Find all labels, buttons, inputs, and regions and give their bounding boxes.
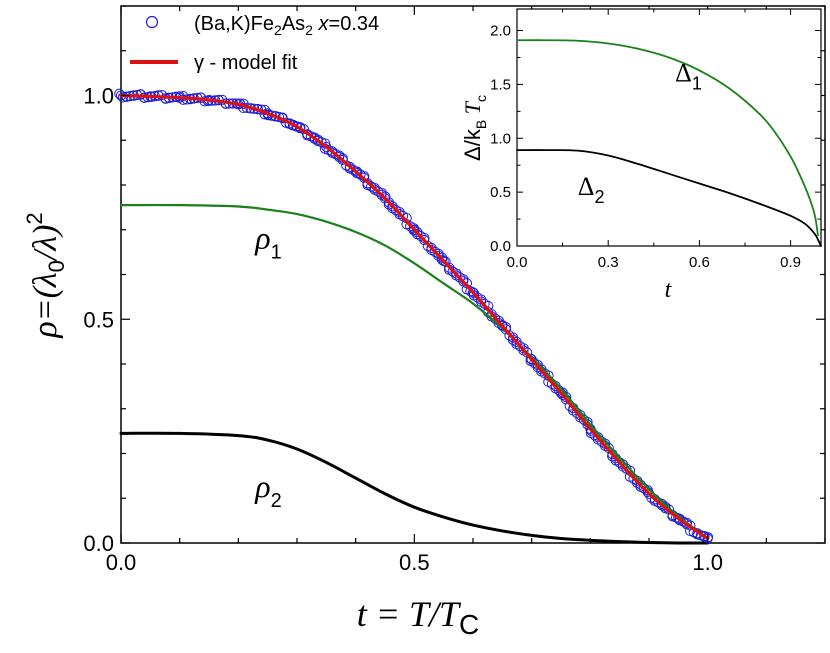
delta1-annotation-sub: 1 [692, 74, 702, 94]
inset-y-label-sub: B [473, 120, 489, 129]
fit-curve [119, 93, 710, 541]
data-point [114, 88, 125, 99]
inset-y-label-sub2: c [473, 95, 489, 102]
inset-x-axis-label: t [665, 277, 673, 303]
inset-x-tick-label: 0.9 [780, 254, 801, 271]
rho1-curve-group [119, 203, 709, 540]
rho1-annotation: ρ1 [254, 220, 281, 264]
inset-y-tick-label: 0.0 [490, 238, 511, 255]
inset-y-tick-label: 1.0 [490, 130, 511, 147]
legend-measured-part-1: (Ba,K)Fe [194, 13, 274, 35]
inset-x-tick-label: 0.6 [689, 254, 710, 271]
data-point [291, 121, 303, 132]
rho2-annotation: ρ2 [254, 468, 281, 512]
inset-x-tick-label: 0.3 [598, 254, 619, 271]
data-point [497, 320, 508, 332]
delta1-annotation-symbol: Δ [675, 59, 692, 88]
data-point [156, 89, 168, 101]
delta1-curve [516, 39, 819, 237]
main-y-label-sup: 2 [22, 212, 47, 224]
rho1-curve [119, 203, 709, 540]
y-tick-label: 1.0 [83, 84, 114, 109]
x-tick-label: 0.0 [106, 550, 137, 575]
data-point [438, 255, 449, 267]
delta2-annotation-sub: 2 [595, 187, 605, 207]
main-x-label-main: t = T/T [357, 594, 462, 634]
data-point [526, 354, 537, 365]
data-point [419, 234, 430, 246]
rho1-annotation-sub: 1 [271, 242, 282, 264]
main-y-label-rest: /λ) [27, 225, 64, 263]
data-point [467, 287, 479, 298]
inset-y-label-main: Δ/k [460, 128, 485, 161]
data-point [379, 193, 391, 204]
y-tick-label: 0.5 [83, 307, 114, 332]
main-y-label-eq: =(λ [27, 272, 64, 321]
main-x-label-sub: C [459, 609, 479, 640]
data-point [135, 89, 146, 100]
legend-measured-part-3: As [282, 13, 305, 35]
inset-y-axis-label: Δ/kB Tc [460, 95, 489, 161]
delta2-curve-group [516, 149, 822, 247]
main-y-label-rho: ρ [27, 321, 64, 338]
main-y-ticks: 0.0 0.5 1.0 [83, 5, 825, 556]
fit-curve-group [119, 93, 710, 541]
x-tick-label: 0.5 [399, 550, 430, 575]
inset-y-ticks: 0.0 0.5 1.0 1.5 2.0 [490, 23, 821, 255]
inset-x-tick-label: 0.0 [507, 254, 528, 271]
inset-x-ticks: 0.0 0.3 0.6 0.9 [507, 9, 801, 271]
rho2-annotation-sub: 2 [271, 490, 282, 512]
data-point [350, 166, 361, 177]
rho2-curve [119, 431, 710, 545]
inset-y-tick-label: 2.0 [490, 23, 511, 40]
data-point [702, 533, 713, 544]
data-point [663, 504, 675, 515]
legend-measured-part-4: 2 [305, 22, 313, 38]
rho2-annotation-symbol: ρ [254, 468, 270, 504]
main-y-axis-label: ρ=(λ0/λ)2 [22, 212, 69, 338]
main-y-label-sub0: 0 [44, 260, 69, 272]
data-point [409, 224, 420, 235]
data-point [321, 141, 332, 153]
legend: (Ba,K)Fe2As2 x=0.34 γ - model fit [130, 13, 379, 74]
main-x-axis-label: t = T/TC [357, 594, 480, 640]
legend-measured-marker [145, 15, 159, 29]
data-point [500, 324, 511, 335]
inset-y-tick-label: 0.5 [490, 184, 511, 201]
data-point [337, 154, 348, 166]
main-x-ticks: 0.0 0.5 1.0 [106, 6, 826, 575]
rho1-annotation-symbol: ρ [254, 220, 270, 256]
delta2-annotation: Δ2 [578, 172, 605, 207]
legend-measured-part-6: x [318, 13, 330, 35]
legend-fit-label: γ - model fit [194, 52, 298, 74]
delta2-annotation-symbol: Δ [578, 172, 595, 201]
rho2-curve-group [119, 431, 710, 545]
data-point [117, 92, 129, 103]
y-tick-label: 0.0 [83, 531, 114, 556]
x-tick-label: 1.0 [692, 550, 723, 575]
inset-frame [516, 8, 822, 247]
legend-measured-part-7: =0.34 [329, 13, 380, 35]
legend-measured-part-2: 2 [274, 22, 282, 38]
legend-measured-label: (Ba,K)Fe2As2 x=0.34 [194, 13, 379, 38]
delta1-curve-group [516, 39, 819, 237]
delta1-annotation: Δ1 [675, 59, 702, 94]
inset-y-label-tail: T [460, 100, 485, 120]
delta2-curve [516, 149, 822, 247]
data-point [673, 513, 684, 524]
inset-y-tick-label: 1.5 [490, 76, 511, 93]
inset-chart: 0.0 0.3 0.6 0.9 0.0 0.5 1.0 1.5 2.0 t Δ/kB Tc Δ… [460, 8, 822, 303]
